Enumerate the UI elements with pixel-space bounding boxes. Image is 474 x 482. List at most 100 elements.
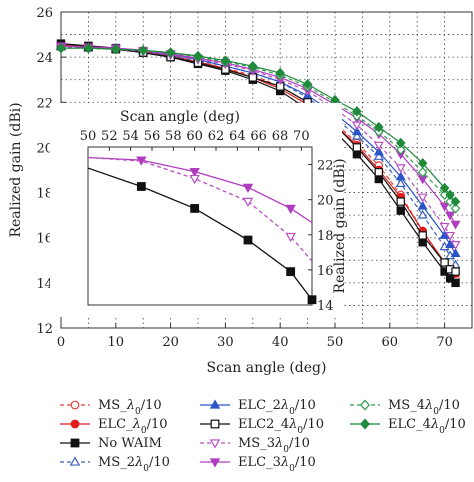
data-point-ms-3-0-10 [445,231,456,241]
inset-plot: 50 52 54 56 58 60 62 64 66 68 70 14 16 18 20 22 Scan ang… [50,103,348,317]
inset-x-tick-label: 66 [250,129,267,144]
series-line-elc2-4-0-10 [60,45,456,273]
legend-swatch-marker [70,400,80,410]
inset-y-tick-label: 18 [317,229,334,244]
legend-item-ms-2-0-10: MS_2λ0/10 [60,455,170,474]
x-tick-label: 20 [162,335,179,350]
data-point-elc-4-0-10 [56,42,66,54]
inset-frame [87,146,313,306]
legend-label: MS_3λ0/10 [238,436,310,455]
legend-label: MS_4λ0/10 [388,398,460,417]
x-tick-label: 50 [327,335,344,350]
data-point-elc2-4-0-10 [440,258,449,267]
inset-x-tick-label: 60 [186,129,203,144]
y-axis-label: Realized gain (dBi) [8,102,24,237]
legend-swatch-marker [70,438,80,448]
legend-swatch-marker [209,399,221,409]
data-point-elc-4-0-10 [450,196,461,207]
inset-data-point-no-waim [190,204,200,213]
y-tick-label: 18 [36,187,53,202]
data-point-ms-2-0-10 [351,130,362,140]
inset-data-point-ms-3-0-10 [285,232,296,243]
data-point-elc-4-0-10 [111,44,121,55]
inset-data-point-no-waim [307,295,317,305]
data-point-ms-2-0-10 [395,178,406,188]
x-tick-label: 60 [382,335,399,350]
inset-x-tick-label: 54 [122,129,139,144]
y-tick-label: 12 [36,322,53,337]
legend-swatch-marker [210,419,220,429]
inset-y-tick-label: 20 [317,194,334,209]
data-point-no-waim [418,238,427,247]
legend-item-ms-0-10: MS_λ0/10 [60,398,162,417]
legend-label: No WAIM [98,436,162,451]
x-tick-label: 40 [272,335,289,350]
data-point-elc-4-0-10 [83,42,94,54]
data-point-elc-4-0-10 [193,50,203,62]
inset-series-line-elc-3-0-10 [87,156,313,224]
inset-x-tick-label: 70 [293,129,310,144]
inset-x-axis-label: Scan angle (deg) [120,109,240,125]
inset-data-point-no-waim [243,235,253,245]
data-point-elc-2-0-10 [351,126,362,136]
inset-x-tick-label: 52 [101,129,118,144]
data-point-elc2-4-0-10 [374,168,384,177]
legend-swatch-marker [209,439,221,449]
x-tick-label: 70 [436,335,453,350]
inset-series-line-no-waim [87,167,313,301]
data-point-elc2-4-0-10 [451,267,460,276]
legend-swatch-marker [70,419,80,429]
y-tick-label: 16 [36,232,53,247]
inset-x-tick-label: 64 [229,129,246,144]
data-point-elc-2-0-10 [395,171,406,181]
data-point-ms-3-0-10 [450,241,461,250]
data-point-elc2-4-0-10 [352,143,362,152]
inset-y-tick-label: 14 [317,299,334,314]
data-point-ms-3-0-10 [439,222,450,232]
y-tick-label: 20 [36,141,53,156]
legend-label: ELC2_4λ0/10 [238,417,324,436]
data-point-no-waim [445,274,455,283]
inset-x-tick-label: 50 [80,129,97,144]
inset-data-point-elc-3-0-10 [242,183,254,193]
data-point-elc-2-0-10 [439,230,450,239]
inset-data-point-elc-3-0-10 [285,204,296,215]
data-point-elc-2-0-10 [373,146,384,156]
legend-swatch-marker [69,456,81,466]
y-tick-label: 24 [36,51,53,66]
data-point-elc-4-0-10 [417,158,428,169]
inset-data-point-no-waim [136,182,146,191]
legend-item-elc2-4-0-10: ELC2_4λ0/10 [200,417,324,436]
data-point-ms-4-0-10 [450,203,461,214]
data-point-ms-3-0-10 [373,141,384,151]
legend-item-ms-4-0-10: MS_4λ0/10 [350,398,460,417]
data-point-elc2-4-0-10 [396,197,405,206]
data-point-no-waim [451,278,460,288]
legend-item-no-waim: No WAIM [60,436,162,451]
inset-data-point-ms-3-0-10 [189,174,200,185]
y-tick-label: 14 [36,277,53,292]
data-point-elc-4-0-10 [302,79,313,90]
data-point-elc-4-0-10 [138,45,148,56]
y-tick-label: 26 [36,6,53,21]
series-line-ms-3-0-10 [60,46,457,245]
inset-series-line-ms-3-0-10 [87,156,313,262]
data-point-ms-4-0-10 [395,144,406,155]
data-point-elc-4-0-10 [439,182,450,194]
data-point-elc2-4-0-10 [418,231,427,240]
legend-item-elc-3-0-10: ELC_3λ0/10 [200,455,316,474]
data-point-ms-3-0-10 [417,193,428,203]
x-tick-label: 10 [108,335,125,350]
data-point-elc-4-0-10 [374,121,384,133]
data-point-ms-2-0-10 [417,209,428,219]
legend-swatch-marker [209,458,221,468]
inset-x-tick-label: 68 [272,129,289,144]
legend-label: MS_λ0/10 [98,398,162,417]
legend-item-ms-3-0-10: MS_3λ0/10 [200,436,310,455]
data-point-ms-3-0-10 [395,164,406,174]
legend-label: ELC_2λ0/10 [238,398,316,417]
data-point-elc-2-0-10 [450,248,461,257]
legend-label: ELC_4λ0/10 [388,417,466,436]
